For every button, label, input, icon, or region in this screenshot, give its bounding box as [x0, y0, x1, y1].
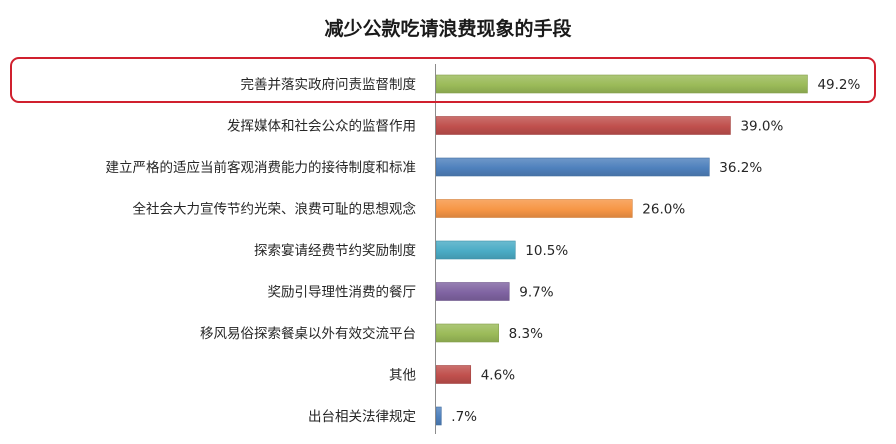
bars-layer: 完善并落实政府问责监督制度 49.2% 发挥媒体和社会公众的监督作用 39.0% 建立严… [106, 74, 861, 426]
category-label: 其他 [389, 368, 416, 384]
category-label: 探索宴请经费节约奖励制度 [254, 242, 416, 259]
value-label: 36.2% [719, 160, 762, 176]
category-label: 奖励引导理性消费的餐厅 [268, 284, 417, 301]
category-label: 出台相关法律规定 [308, 409, 416, 425]
value-label: 26.0% [642, 202, 685, 218]
category-label: 发挥媒体和社会公众的监督作用 [227, 119, 416, 135]
category-label: 全社会大力宣传节约光荣、浪费可耻的思想观念 [133, 201, 417, 218]
value-label: 8.3% [509, 326, 543, 342]
bar [435, 199, 633, 218]
category-label: 建立严格的适应当前客观消费能力的接待制度和标准 [106, 159, 417, 176]
bar [435, 240, 516, 260]
value-label: 49.2% [817, 77, 860, 93]
bar [435, 406, 442, 426]
value-label: .7% [451, 409, 477, 425]
value-label: 39.0% [740, 119, 783, 135]
value-label: 9.7% [519, 285, 553, 301]
category-label: 完善并落实政府问责监督制度 [241, 77, 417, 93]
category-label: 移风易俗探索餐桌以外有效交流平台 [200, 325, 416, 342]
value-label: 10.5% [525, 243, 568, 259]
bar [435, 365, 472, 384]
bar [435, 323, 499, 343]
bar [435, 282, 510, 301]
bar [435, 157, 710, 177]
bar [435, 116, 731, 135]
value-label: 4.6% [481, 368, 515, 384]
chart-title: 减少公款吃请浪费现象的手段 [324, 18, 572, 40]
highlight-box [10, 57, 876, 103]
